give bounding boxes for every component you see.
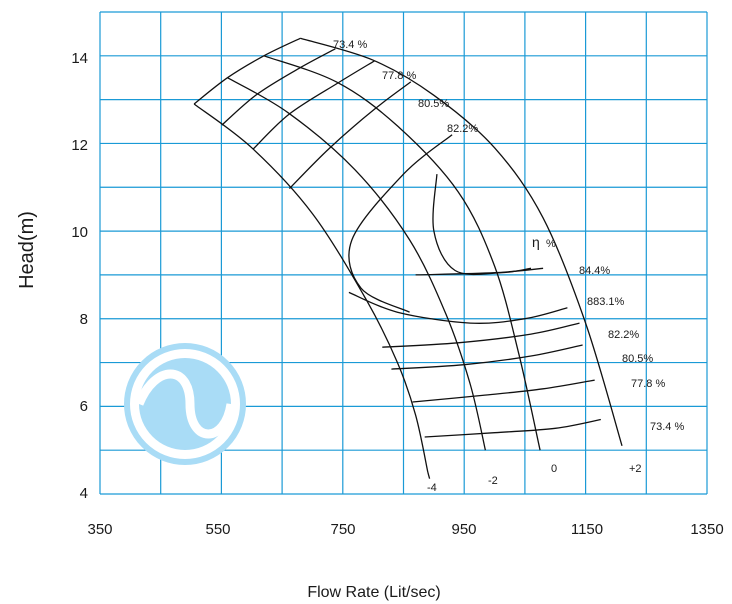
head-curve-tail [427,471,431,479]
head-curve [227,77,487,451]
blade-angle-label: 0 [551,463,557,475]
curves [193,37,623,479]
efficiency-loop [348,134,453,313]
head-curve [300,37,623,446]
efficiency-curve [424,418,601,438]
y-tick-label: 14 [71,50,88,67]
y-tick-label: 10 [71,224,88,241]
head-curve [193,103,429,473]
efficiency-label: 84.4% [579,265,610,277]
efficiency-label: 73.4 % [650,421,684,433]
y-tick-label: 12 [71,137,88,154]
y-tick-label: 8 [80,311,88,328]
x-tick-label: 350 [87,521,112,538]
blade-angle-label: +2 [629,463,642,475]
efficiency-curve [348,291,568,324]
y-tick-label: 4 [80,485,88,502]
efficiency-label: 73.4 % [333,39,367,51]
efficiency-label: 77.8 % [631,378,665,390]
iso-efficiency-line [193,37,301,105]
iso-efficiency-line [288,81,412,190]
iso-efficiency-line [252,60,375,150]
efficiency-loop [432,174,532,276]
x-tick-label: 1150 [571,521,603,538]
efficiency-label: 883.1% [587,296,625,308]
efficiency-label: 82.2% [447,123,478,135]
efficiency-label: 80.5% [418,98,449,110]
x-axis-title: Flow Rate (Lit/sec) [307,584,440,601]
x-tick-label: 550 [205,521,230,538]
eta-symbol: η [532,234,540,250]
curve-annotations: 73.4 % 77.8 % 80.5% 82.2% η % 84.4% 883.… [333,39,684,494]
y-tick-label: 6 [80,398,88,415]
x-tick-labels: 350 550 750 950 1150 1350 [87,521,723,538]
x-tick-label: 950 [451,521,476,538]
x-tick-label: 1350 [690,521,723,538]
efficiency-label: 82.2% [608,329,639,341]
y-tick-labels: 4 6 8 10 12 14 [71,50,88,502]
blade-angle-label: -4 [427,482,437,494]
eta-percent: % [546,238,556,250]
efficiency-label: 80.5% [622,353,653,365]
efficiency-curve [382,322,580,348]
blade-angle-label: -2 [488,475,498,487]
efficiency-label: 77.8 % [382,70,416,82]
x-tick-label: 750 [330,521,355,538]
efficiency-curve [412,379,595,403]
logo-icon [124,343,246,465]
iso-efficiency-line [221,48,336,126]
y-axis-title: Head(m) [16,211,38,289]
efficiency-curve [391,344,583,370]
head-curve [263,55,541,451]
